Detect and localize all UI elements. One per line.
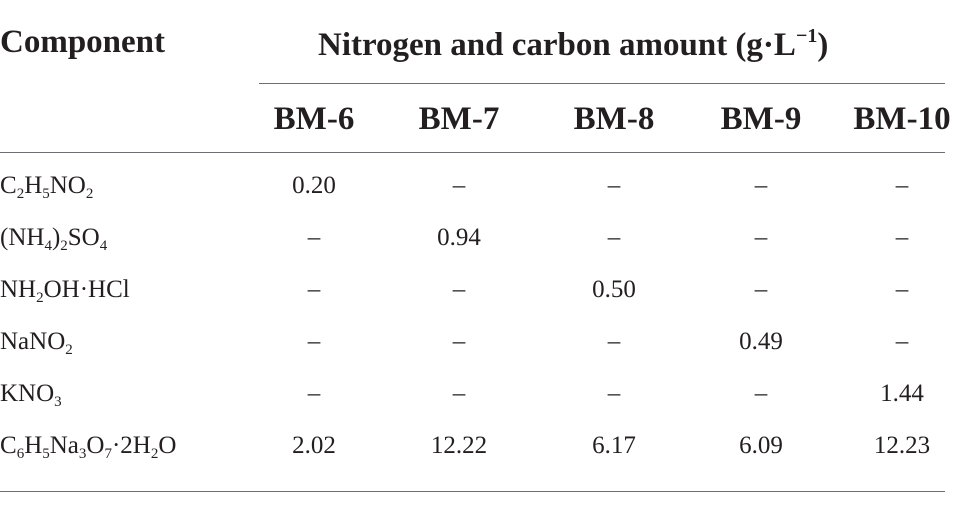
value-cell: –	[895, 328, 909, 355]
component-cell: C2H5NO2	[0, 173, 93, 202]
formula-text: ·2H	[111, 432, 151, 459]
formula-subscript: 4	[44, 238, 52, 254]
formula-subscript: 7	[104, 446, 112, 462]
formula-text: C	[0, 432, 17, 459]
formula-text: KNO	[0, 380, 55, 407]
value-cell: –	[452, 380, 466, 407]
value-cell: –	[607, 224, 621, 251]
value-cell: 1.44	[880, 380, 924, 407]
amount-group-header-exponent: −1	[795, 25, 818, 47]
value-cell: –	[607, 380, 621, 407]
table-row: (NH4)2SO4–0.94– – –	[0, 211, 957, 263]
group-header-rule	[259, 83, 945, 84]
value-cell: –	[307, 328, 321, 355]
component-cell: NH2OH·HCl	[0, 277, 130, 306]
component-header: Component	[0, 24, 166, 60]
value-cell: –	[754, 224, 768, 251]
value-cell: –	[895, 172, 909, 199]
component-cell: C6H5Na3O7·2H2O	[0, 433, 176, 462]
value-cell: 0.20	[292, 172, 336, 199]
formula-text: SO	[67, 224, 100, 251]
formula-text: )	[51, 224, 61, 251]
table-row: KNO3 – – – – 1.44	[0, 367, 957, 419]
column-header-bm8: BM-8	[573, 101, 655, 137]
value-cell: –	[895, 276, 909, 303]
formula-text: NH	[0, 276, 37, 303]
value-cell: –	[452, 328, 466, 355]
formula-text: O	[86, 432, 105, 459]
formula-text: H	[24, 172, 43, 199]
formula-subscript: 3	[78, 446, 87, 462]
value-cell: 0.94	[437, 224, 481, 251]
table-row: NH2OH·HCl – – 0.50 – –	[0, 263, 957, 315]
value-cell: –	[607, 328, 621, 355]
value-cell: –	[607, 172, 621, 199]
value-cell: 2.02	[292, 432, 336, 459]
amount-group-header-close: )	[817, 27, 829, 63]
value-cell: 12.22	[430, 432, 488, 459]
header-rule	[0, 152, 945, 153]
value-cell: –	[307, 276, 321, 303]
component-cell: NaNO2	[0, 329, 73, 358]
value-cell: –	[754, 276, 768, 303]
component-cell: (NH4)2SO4	[0, 225, 107, 254]
value-cell: –	[754, 172, 768, 199]
value-cell: –	[307, 224, 321, 251]
column-header-bm9: BM-9	[720, 101, 802, 137]
column-header-bm10: BM-10	[853, 101, 951, 137]
formula-subscript: 2	[85, 186, 94, 202]
value-cell: 6.17	[592, 432, 636, 459]
table-row: C2H5NO2 0.20– – – –	[0, 159, 957, 211]
formula-subscript: 2	[150, 446, 159, 462]
formula-subscript: 4	[99, 238, 108, 254]
formula-subscript: 3	[54, 394, 62, 410]
amount-group-header: Nitrogen and carbon amount (g·L−1)	[318, 26, 828, 62]
formula-subscript: 2	[65, 342, 73, 358]
formula-text: O	[158, 432, 177, 459]
value-cell: 6.09	[739, 432, 783, 459]
formula-text: Na	[49, 432, 79, 459]
value-cell: 12.23	[873, 432, 931, 459]
column-header-bm6: BM-6	[273, 101, 355, 137]
formula-text: OH·HCl	[43, 276, 130, 303]
bottom-rule	[0, 491, 945, 492]
formula-text: NaNO	[0, 328, 66, 355]
formula-text: C	[0, 172, 17, 199]
value-cell: 0.49	[739, 328, 783, 355]
formula-text: (NH	[0, 224, 45, 251]
amount-group-header-text: Nitrogen and carbon amount (g·L	[318, 27, 796, 63]
value-cell: –	[307, 380, 321, 407]
table-row: C6H5Na3O7·2H2O 2.02 12.22 6.17 6.09 12.23	[0, 419, 957, 471]
formula-subscript: 2	[16, 186, 25, 202]
table-row: NaNO2 – – – 0.49 –	[0, 315, 957, 367]
formula-text: H	[24, 432, 43, 459]
formula-subscript: 6	[16, 446, 25, 462]
formula-subscript: 2	[36, 290, 44, 306]
value-cell: –	[452, 276, 466, 303]
formula-text: NO	[49, 172, 86, 199]
value-cell: –	[754, 380, 768, 407]
formula-subscript: 5	[42, 186, 50, 202]
formula-subscript: 2	[60, 238, 68, 254]
value-cell: –	[452, 172, 466, 199]
component-cell: KNO3	[0, 381, 62, 410]
column-header-bm7: BM-7	[418, 101, 500, 137]
value-cell: 0.50	[592, 276, 636, 303]
formula-subscript: 5	[42, 446, 50, 462]
value-cell: –	[895, 224, 909, 251]
